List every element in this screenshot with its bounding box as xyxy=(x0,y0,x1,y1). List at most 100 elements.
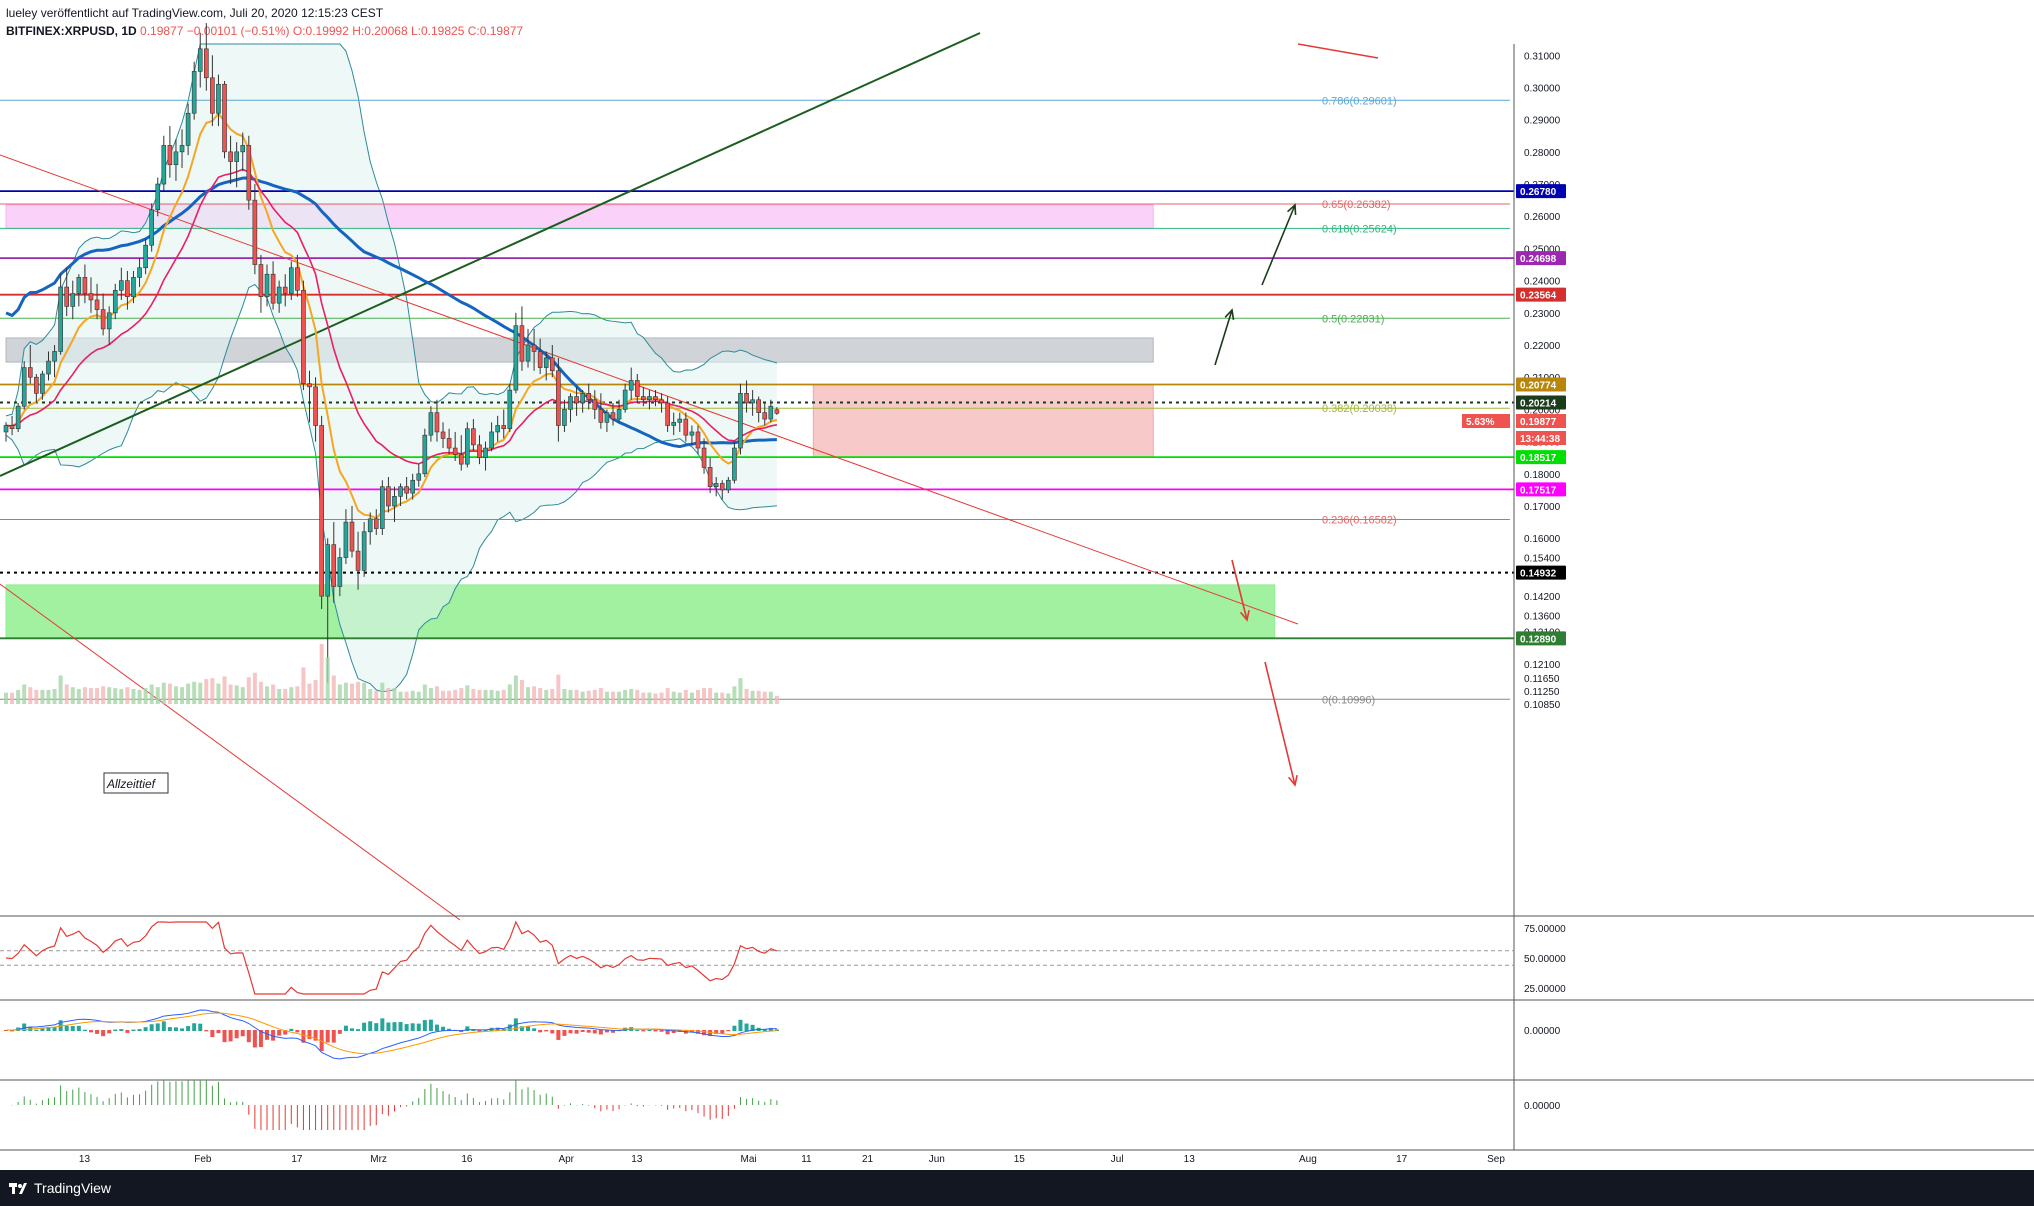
price-chart[interactable]: 0.310000.300000.290000.280000.270000.260… xyxy=(0,0,2034,1170)
candle-body xyxy=(52,351,57,362)
candle-body xyxy=(634,380,640,397)
volume-bar xyxy=(708,688,713,704)
volume-bar xyxy=(513,675,518,704)
candle-body xyxy=(489,431,494,449)
volume-bar xyxy=(483,689,488,704)
macd-histogram-bar xyxy=(246,1030,251,1043)
candles xyxy=(3,23,780,684)
y-tick-label: 0.16000 xyxy=(1524,534,1561,545)
macd-histogram-bar xyxy=(404,1024,409,1031)
rsi-tick-label: 75.00000 xyxy=(1524,924,1566,935)
volume-bar xyxy=(349,683,354,704)
price-level-label: 0.20214 xyxy=(1520,399,1557,410)
candle-body xyxy=(653,396,658,401)
volume-bar xyxy=(562,689,567,704)
volume-bar xyxy=(422,684,427,704)
candle-body xyxy=(240,145,246,153)
candle-body xyxy=(112,289,118,314)
volume-bar xyxy=(173,686,178,704)
macd-histogram-bar xyxy=(252,1030,257,1048)
macd-histogram-bar xyxy=(471,1029,476,1031)
volume-bar xyxy=(738,678,743,704)
candle-body xyxy=(216,83,221,114)
volume-bar xyxy=(550,689,555,704)
volume-bar xyxy=(88,688,93,704)
candle-body xyxy=(543,357,549,368)
macd-histogram-bar xyxy=(720,1030,725,1034)
bullish-arrow-short xyxy=(1214,309,1233,366)
volume-bar xyxy=(459,688,464,704)
volume-bar xyxy=(325,657,330,704)
macd-histogram-bar xyxy=(95,1030,100,1034)
candle-body xyxy=(3,425,9,433)
candle-body xyxy=(738,393,743,449)
candle-body xyxy=(82,277,88,294)
y-tick-label: 0.28000 xyxy=(1524,148,1561,159)
macd-histogram-bar xyxy=(216,1030,221,1034)
volume-bar xyxy=(410,690,415,704)
volume-bar xyxy=(216,683,221,704)
macd-histogram-bar xyxy=(271,1030,276,1041)
macd-histogram-bar xyxy=(161,1021,166,1031)
x-tick-label: Jun xyxy=(929,1154,945,1165)
candle-body xyxy=(495,425,500,433)
macd-histogram-bar xyxy=(149,1024,154,1031)
volume-bar xyxy=(295,686,300,704)
current-price-label: 5.63% xyxy=(1466,417,1494,428)
ohlc-close: C:0.19877 xyxy=(467,24,524,38)
candle-body xyxy=(234,151,239,162)
candle-body xyxy=(58,286,63,352)
macd-histogram-bar xyxy=(422,1020,427,1031)
volume-bar xyxy=(374,690,379,704)
macd-histogram-bar xyxy=(210,1030,215,1038)
macd-histogram-bar xyxy=(738,1019,743,1031)
volume-bar xyxy=(556,674,561,704)
price-level-label: 0.24698 xyxy=(1520,254,1557,265)
volume-bar xyxy=(271,684,276,704)
x-tick-label: Mrz xyxy=(370,1154,387,1165)
macd-histogram-bar xyxy=(155,1023,160,1031)
candle-body xyxy=(204,48,209,79)
x-tick-label: Mai xyxy=(741,1154,757,1165)
volume-bar xyxy=(386,688,391,704)
volume-bar xyxy=(732,686,737,704)
fib-level-label: 0.618(0.25624) xyxy=(1322,223,1397,235)
volume-bar xyxy=(665,688,670,704)
fib-level-label: 0.382(0.20038) xyxy=(1322,403,1397,415)
candle-body xyxy=(276,286,282,304)
volume-bar xyxy=(671,691,676,704)
y-tick-label: 0.26000 xyxy=(1524,212,1561,223)
candle-body xyxy=(726,479,731,491)
candle-body xyxy=(768,405,774,420)
macd-histogram-bar xyxy=(604,1030,609,1033)
macd-histogram-bar xyxy=(313,1030,318,1041)
macd-histogram-bar xyxy=(204,1030,209,1032)
volume-bar xyxy=(392,688,397,704)
macd-histogram-bar xyxy=(513,1018,518,1031)
descending-trendline-upper xyxy=(0,154,1299,625)
macd-histogram-bar xyxy=(477,1030,482,1033)
candle-body xyxy=(531,344,537,352)
candle-body xyxy=(185,112,191,146)
macd-histogram-bar xyxy=(265,1030,270,1040)
volume-bar xyxy=(40,689,45,704)
volume-bar xyxy=(574,689,579,704)
volume-bar xyxy=(659,692,664,704)
volume-bar xyxy=(343,682,348,704)
ohlc-high: H:0.20068 xyxy=(352,24,408,38)
x-tick-label: Jul xyxy=(1111,1154,1124,1165)
macd-histogram-bar xyxy=(526,1025,531,1031)
candle-body xyxy=(282,286,288,294)
candle-body xyxy=(750,399,755,404)
volume-bar xyxy=(532,686,537,704)
candle-body xyxy=(70,293,76,307)
candle-body xyxy=(592,399,598,410)
candle-body xyxy=(131,277,136,298)
volume-bar xyxy=(726,693,731,704)
symbol-name: BITFINEX:XRPUSD, 1D xyxy=(6,24,137,38)
macd-histogram-bar xyxy=(277,1030,282,1036)
price-level-label: 0.18517 xyxy=(1520,453,1557,464)
ohlc-low: L:0.19825 xyxy=(410,24,465,38)
candle-body xyxy=(173,151,179,166)
candle-body xyxy=(683,418,689,436)
